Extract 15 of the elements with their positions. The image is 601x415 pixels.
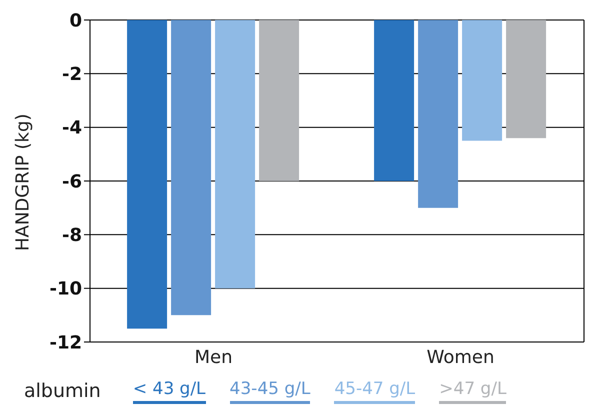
y-tick-label: 0 <box>69 10 82 32</box>
y-tick-label: -8 <box>62 225 82 246</box>
y-tick-label: -4 <box>62 118 82 139</box>
legend-title: albumin <box>24 380 101 402</box>
text: < 43 g/L <box>132 378 206 400</box>
y-axis-title: HANDGRIP (kg) <box>12 114 34 251</box>
y-tick-label: -6 <box>62 171 82 192</box>
text: 43-45 g/L <box>230 378 310 400</box>
y-tick-label: -12 <box>49 332 82 354</box>
x-tick-label: Women <box>426 346 494 368</box>
text: 45-47 g/L <box>334 378 416 400</box>
y-tick-label: -2 <box>62 64 82 86</box>
text: >47 g/L <box>439 378 506 400</box>
x-tick-label: Men <box>194 346 233 368</box>
y-tick-label: -10 <box>49 278 82 300</box>
